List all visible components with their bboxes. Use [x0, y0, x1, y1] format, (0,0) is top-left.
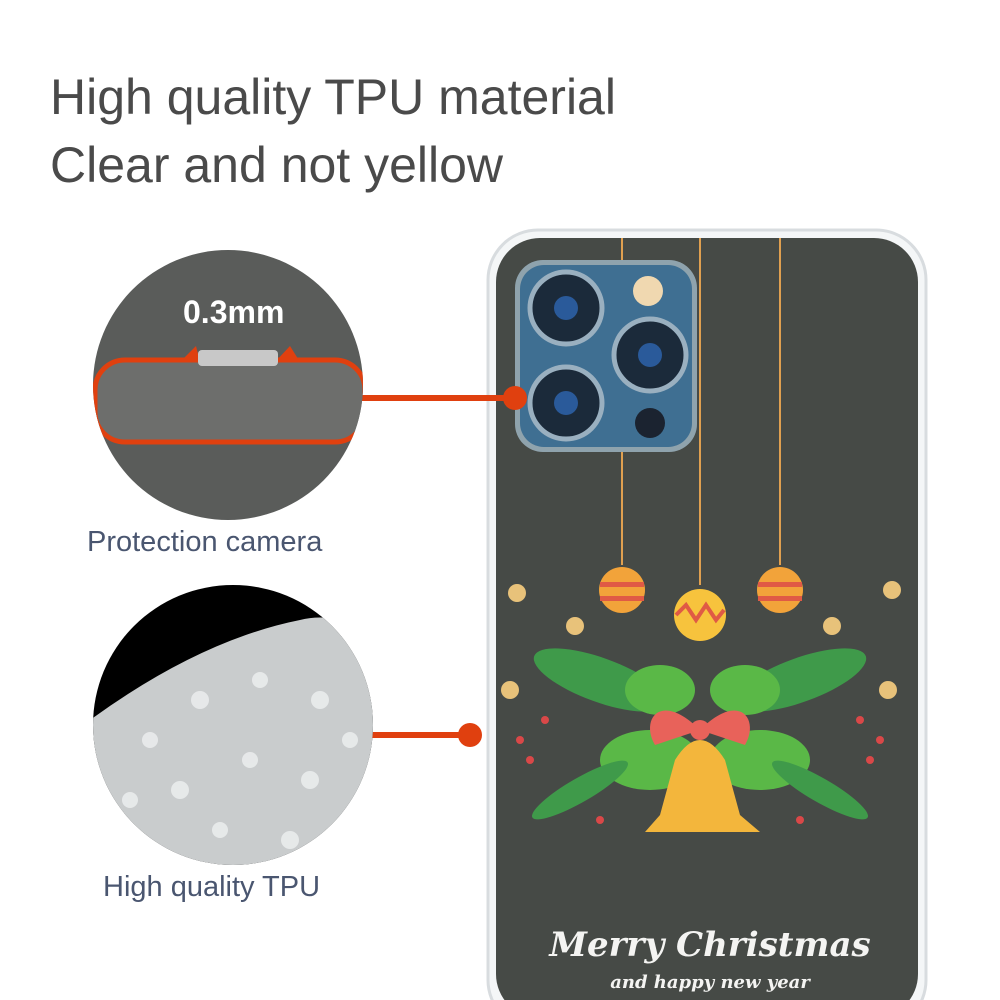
holly-leaves	[531, 648, 869, 820]
headline-line-1: High quality TPU material	[50, 69, 616, 125]
ornament	[599, 567, 645, 613]
snowflake-icons	[501, 581, 901, 699]
headline-line-2: Clear and not yellow	[50, 137, 504, 193]
flash	[633, 276, 663, 306]
case-print-title: Merry Christmas	[549, 925, 871, 965]
case-print-subtitle: and happy new year	[610, 972, 810, 993]
bow	[650, 710, 750, 745]
bell	[645, 740, 760, 832]
thickness-label: 0.3mm	[183, 294, 285, 330]
ornament	[757, 567, 803, 613]
berries	[516, 716, 884, 824]
caption-high-quality-tpu: High quality TPU	[103, 871, 321, 903]
caption-protection-camera: Protection camera	[87, 526, 323, 558]
